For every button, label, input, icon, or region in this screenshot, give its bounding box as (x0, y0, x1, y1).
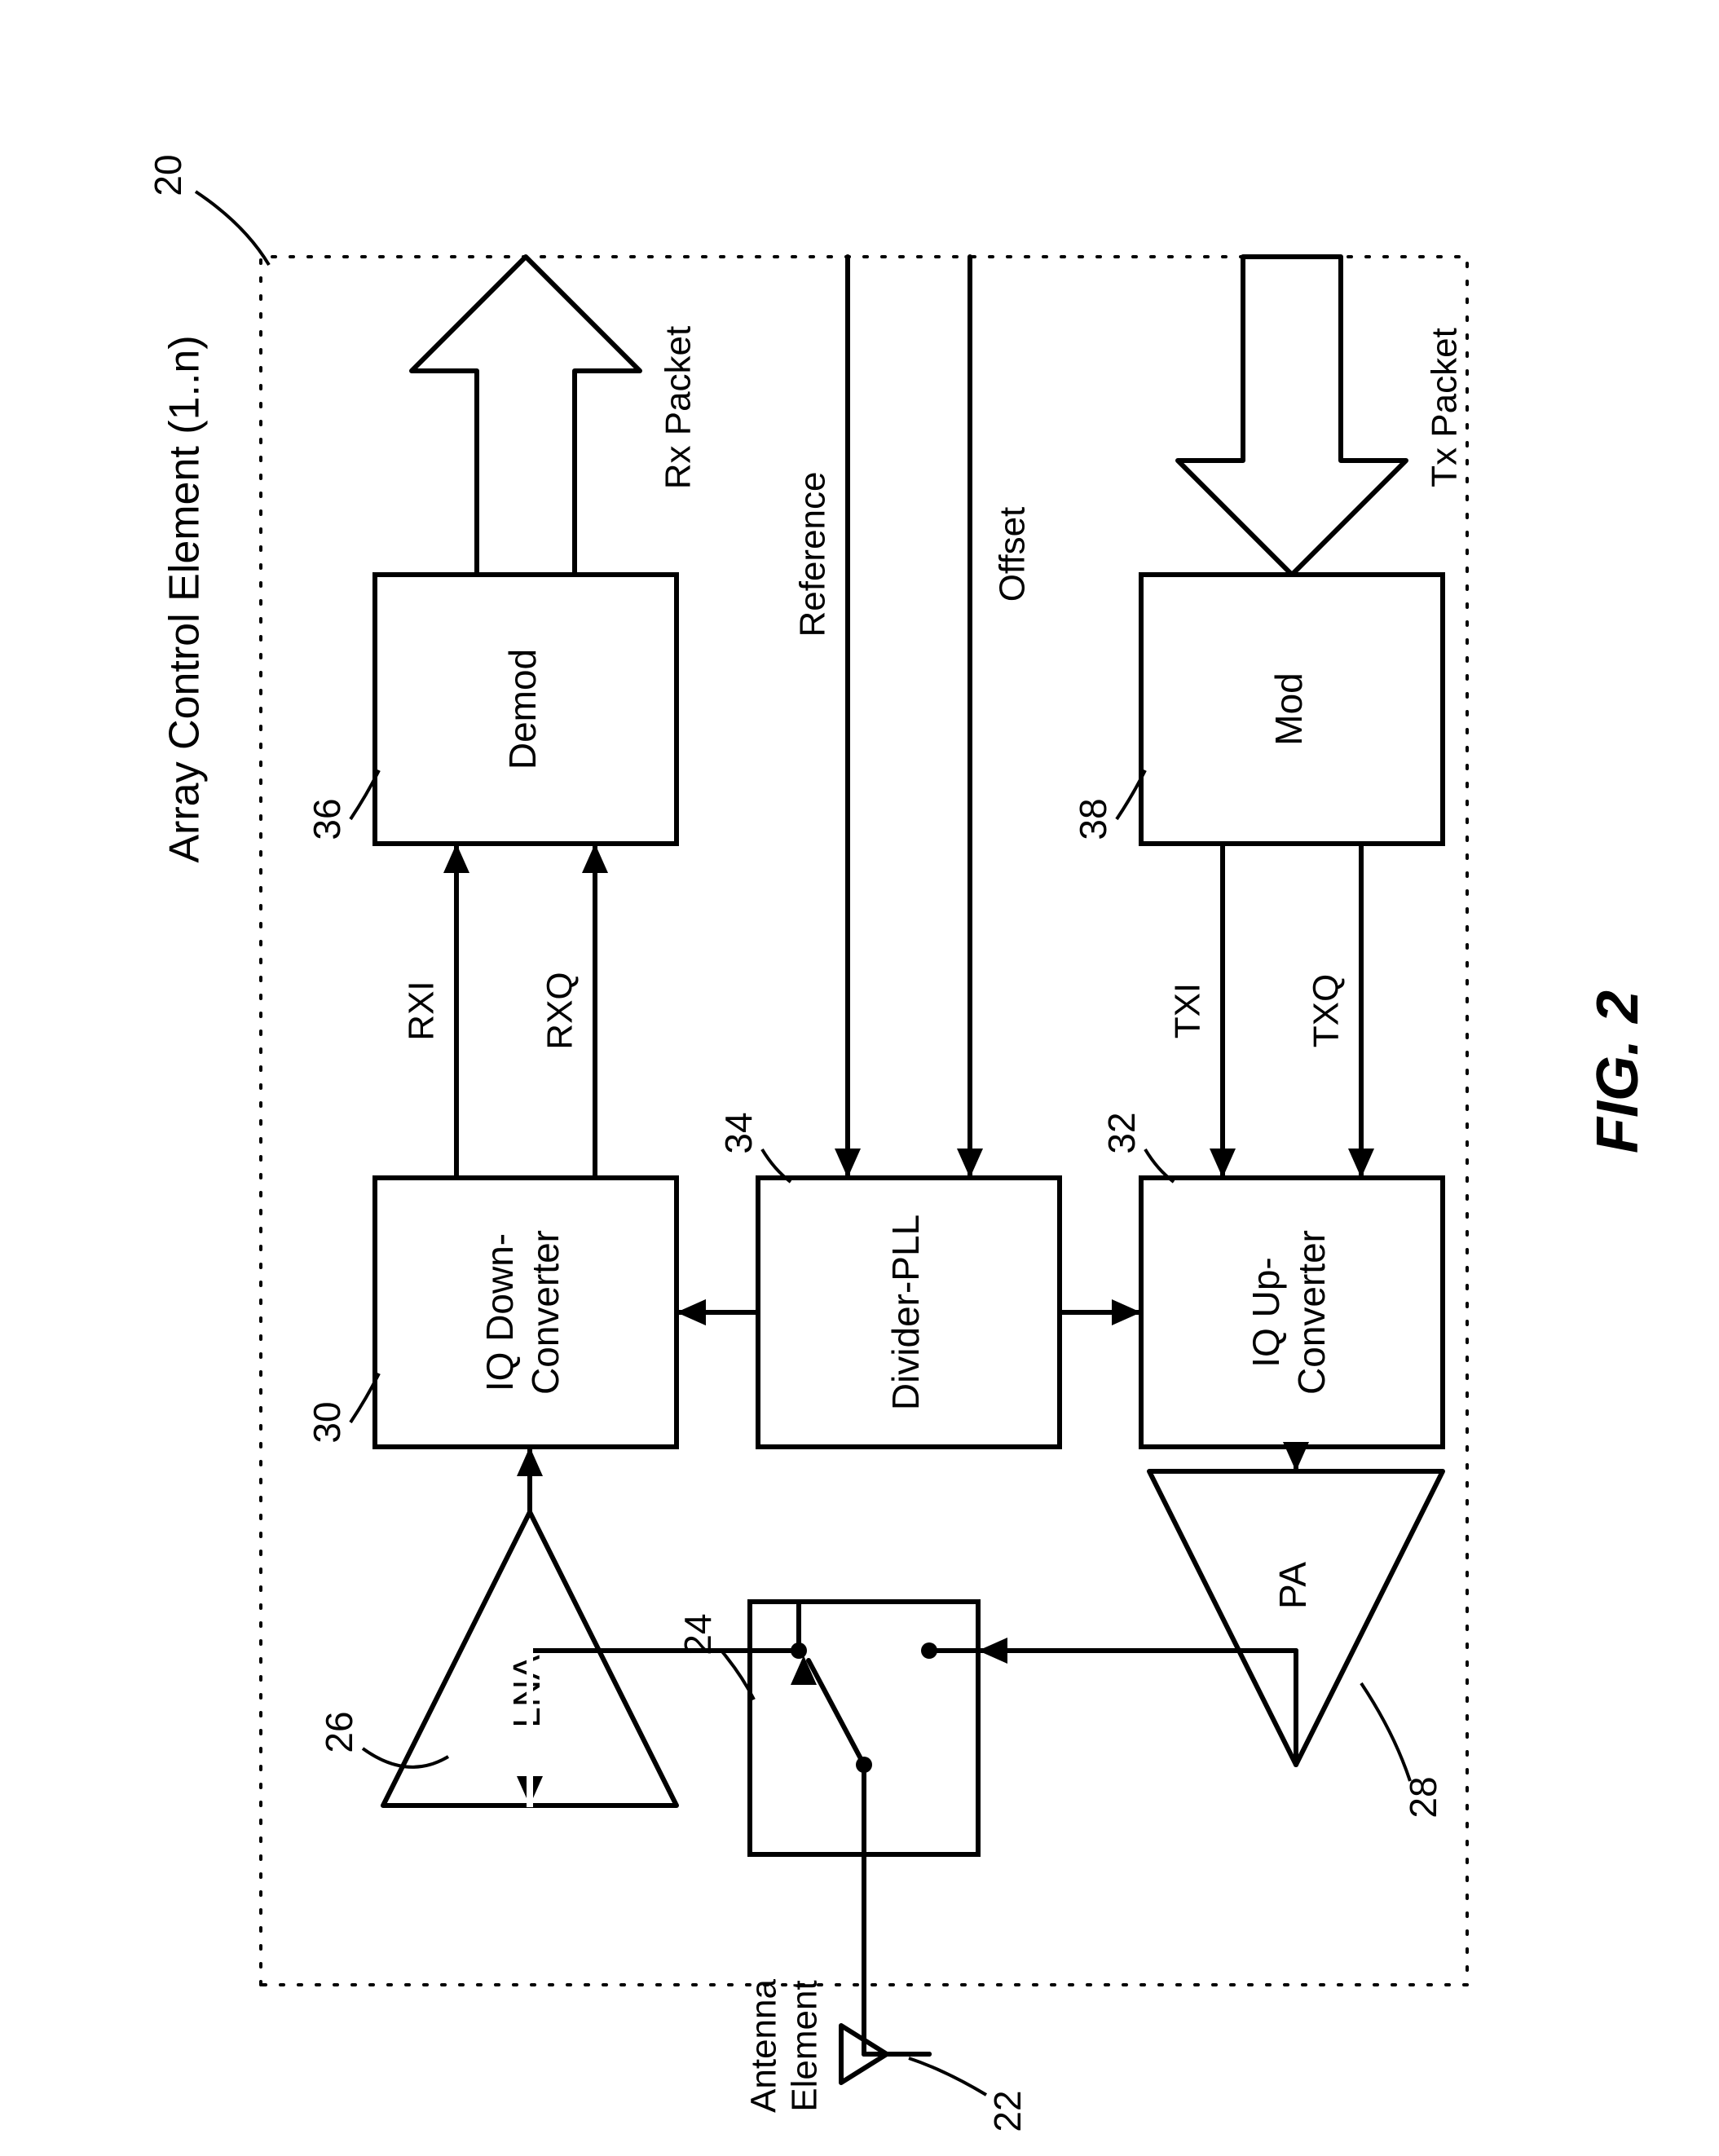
svg-text:Tx Packet: Tx Packet (1425, 328, 1465, 487)
svg-text:34: 34 (717, 1112, 760, 1153)
svg-text:Demod: Demod (501, 649, 544, 769)
svg-text:IQ Down-: IQ Down- (478, 1233, 521, 1391)
svg-text:FIG. 2: FIG. 2 (1585, 990, 1651, 1153)
svg-text:22: 22 (986, 2090, 1029, 2132)
svg-text:IQ Up-: IQ Up- (1245, 1257, 1287, 1367)
svg-text:Element: Element (785, 1980, 825, 2111)
svg-text:Mod: Mod (1267, 672, 1310, 745)
svg-text:30: 30 (306, 1401, 348, 1443)
svg-text:Rx Packet: Rx Packet (659, 326, 699, 490)
svg-text:Reference: Reference (793, 471, 833, 637)
svg-text:20: 20 (147, 154, 189, 196)
svg-text:TXI: TXI (1168, 983, 1208, 1038)
svg-text:Converter: Converter (524, 1230, 566, 1395)
svg-text:RXQ: RXQ (540, 972, 580, 1049)
svg-text:RXI: RXI (402, 981, 442, 1040)
svg-text:PA: PA (1272, 1562, 1314, 1609)
array-control-element-diagram: Array Control Element (1..n) 20 AntennaEle… (0, 0, 1719, 2156)
svg-text:38: 38 (1072, 798, 1114, 840)
svg-text:Array Control Element (1..n): Array Control Element (1..n) (161, 335, 209, 862)
svg-text:Converter: Converter (1290, 1230, 1333, 1395)
svg-text:28: 28 (1402, 1776, 1444, 1818)
svg-text:Antenna: Antenna (744, 1979, 784, 2113)
svg-text:TXQ: TXQ (1307, 974, 1347, 1047)
svg-text:26: 26 (318, 1711, 360, 1753)
svg-text:Offset: Offset (993, 507, 1033, 602)
svg-text:Divider-PLL: Divider-PLL (884, 1215, 927, 1410)
svg-text:36: 36 (306, 798, 348, 840)
svg-text:32: 32 (1100, 1112, 1143, 1153)
